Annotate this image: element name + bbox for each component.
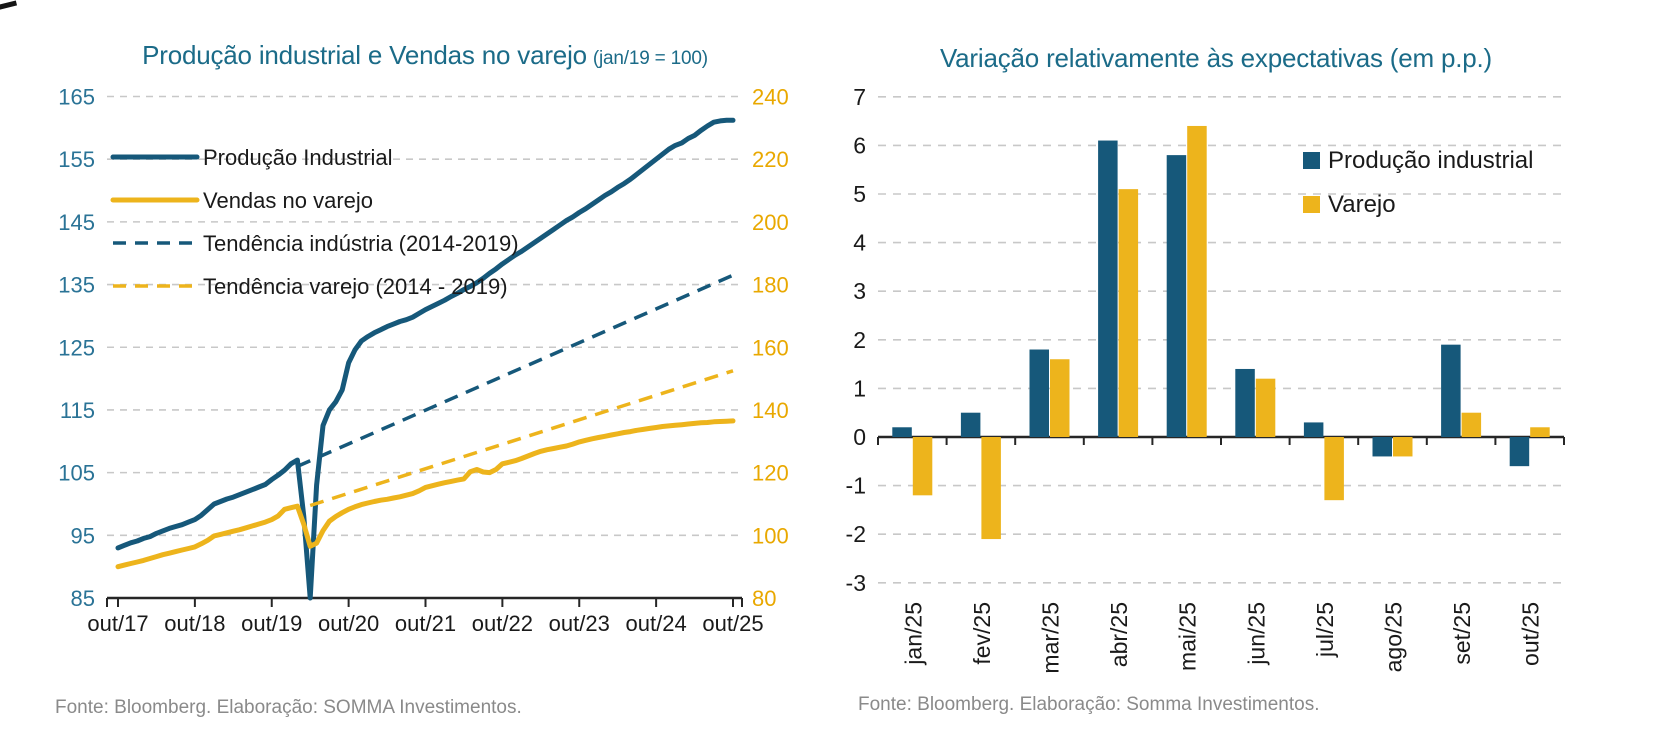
legend-label-vendas-no-varejo: Vendas no varejo <box>203 188 373 213</box>
legend-label-producao-industrial: Produção industrial <box>1328 147 1533 174</box>
y-axis-label: 0 <box>853 424 866 450</box>
series-line-tendencia-industria-2014-2019 <box>296 273 734 469</box>
x-axis-label: out/17 <box>87 611 148 636</box>
bar-producao-industrial-jul-25 <box>1303 422 1324 437</box>
bar-producao-industrial-jun-25 <box>1235 368 1255 437</box>
legend-label-tendencia-varejo-2014-2019: Tendência varejo (2014 - 2019) <box>203 274 508 299</box>
left-axis-label: 105 <box>58 461 95 486</box>
y-axis-label: 7 <box>853 84 866 110</box>
legend-swatch-varejo <box>1303 196 1320 213</box>
y-axis-label: 4 <box>853 230 866 256</box>
x-axis-label: out/19 <box>241 611 302 636</box>
right-axis-label: 140 <box>752 398 789 423</box>
x-axis-label: mar/25 <box>1038 602 1064 674</box>
bar-varejo-fev-25 <box>981 437 1001 540</box>
bar-varejo-mar-25 <box>1050 359 1070 437</box>
right-chart-title-text: Variação relativamente às expectativas (… <box>939 43 1493 73</box>
x-axis-label: jul/25 <box>1312 602 1338 658</box>
legend-label-producao-industrial: Produção Industrial <box>203 145 393 170</box>
bar-varejo-out-25 <box>1530 427 1550 437</box>
bar-varejo-abr-25 <box>1118 189 1139 437</box>
right-chart-source: Fonte: Bloomberg. Elaboração: Somma Inve… <box>858 694 1320 715</box>
x-axis-label: out/21 <box>395 611 456 636</box>
x-axis-label: out/25 <box>1518 602 1544 666</box>
bar-producao-industrial-abr-25 <box>1098 140 1118 438</box>
x-axis-label: out/24 <box>626 611 687 636</box>
y-axis-label: 3 <box>853 278 866 304</box>
left-axis-label: 145 <box>58 210 95 235</box>
legend-swatch-producao-industrial <box>1303 152 1320 169</box>
series-line-producao-industrial <box>115 117 736 601</box>
x-axis-label: out/18 <box>164 611 225 636</box>
x-axis-label: jan/25 <box>900 602 926 666</box>
left-chart-title-text: Produção industrial e Vendas no varejo <box>142 40 587 70</box>
left-axis-label: 115 <box>60 398 95 423</box>
x-axis-label: out/20 <box>318 611 379 636</box>
right-axis-label: 160 <box>752 335 789 360</box>
x-axis-label: jun/25 <box>1243 602 1269 666</box>
bar-producao-industrial-mai-25 <box>1166 155 1187 437</box>
left-chart-title: Produção industrial e Vendas no varejo (j… <box>25 40 825 71</box>
left-axis-label: 125 <box>58 335 95 360</box>
bar-varejo-ago-25 <box>1393 437 1413 457</box>
bar-producao-industrial-mar-25 <box>1029 349 1049 437</box>
left-axis-label: 155 <box>58 147 95 172</box>
y-axis-label: 6 <box>853 132 866 158</box>
series-line-vendas-no-varejo <box>115 418 736 570</box>
x-axis-label: mai/25 <box>1175 602 1201 671</box>
right-axis-label: 120 <box>752 461 789 486</box>
y-axis-label: -2 <box>846 521 866 547</box>
x-axis-label: out/23 <box>549 611 610 636</box>
x-axis-label: fev/25 <box>969 602 995 665</box>
x-axis-label: set/25 <box>1449 602 1475 665</box>
right-axis-label: 240 <box>752 85 789 110</box>
bar-varejo-jan-25 <box>912 437 933 496</box>
bar-producao-industrial-ago-25 <box>1372 437 1392 457</box>
y-axis-label: 5 <box>853 181 866 207</box>
left-axis-label: 135 <box>58 273 95 298</box>
left-chart-title-suffix: (jan/19 = 100) <box>592 48 708 69</box>
y-axis-label: 1 <box>853 375 866 401</box>
bar-varejo-set-25 <box>1461 412 1482 437</box>
bar-varejo-jun-25 <box>1255 378 1276 437</box>
y-axis-label: -3 <box>846 570 866 596</box>
bar-producao-industrial-fev-25 <box>960 412 981 437</box>
bar-producao-industrial-set-25 <box>1441 344 1461 437</box>
left-axis-label: 85 <box>71 586 95 611</box>
bar-producao-industrial-out-25 <box>1509 437 1530 467</box>
right-axis-label: 200 <box>752 210 789 235</box>
series-line-tendencia-varejo-2014-2019 <box>309 369 734 508</box>
bar-varejo-jul-25 <box>1324 437 1344 501</box>
y-axis-label: -1 <box>846 473 866 499</box>
legend-label-varejo: Varejo <box>1328 191 1396 218</box>
right-axis-label: 100 <box>752 523 789 548</box>
bar-producao-industrial-jan-25 <box>892 427 912 437</box>
x-axis-label: ago/25 <box>1381 602 1407 672</box>
x-axis-label: abr/25 <box>1106 602 1132 667</box>
x-axis-label: out/22 <box>472 611 533 636</box>
y-axis-label: 2 <box>853 327 866 353</box>
bar-varejo-mai-25 <box>1187 125 1207 438</box>
left-chart-source: Fonte: Bloomberg. Elaboração: SOMMA Inve… <box>55 697 522 718</box>
right-axis-label: 80 <box>752 586 776 611</box>
right-axis-label: 220 <box>752 147 789 172</box>
x-axis-label: out/25 <box>702 611 763 636</box>
right-chart-title: Variação relativamente às expectativas (… <box>880 43 1552 74</box>
left-axis-label: 165 <box>58 85 95 110</box>
left-axis-label: 95 <box>71 523 95 548</box>
right-axis-label: 180 <box>752 273 789 298</box>
legend-label-tendencia-industria-2014-2019: Tendência indústria (2014-2019) <box>203 231 519 256</box>
